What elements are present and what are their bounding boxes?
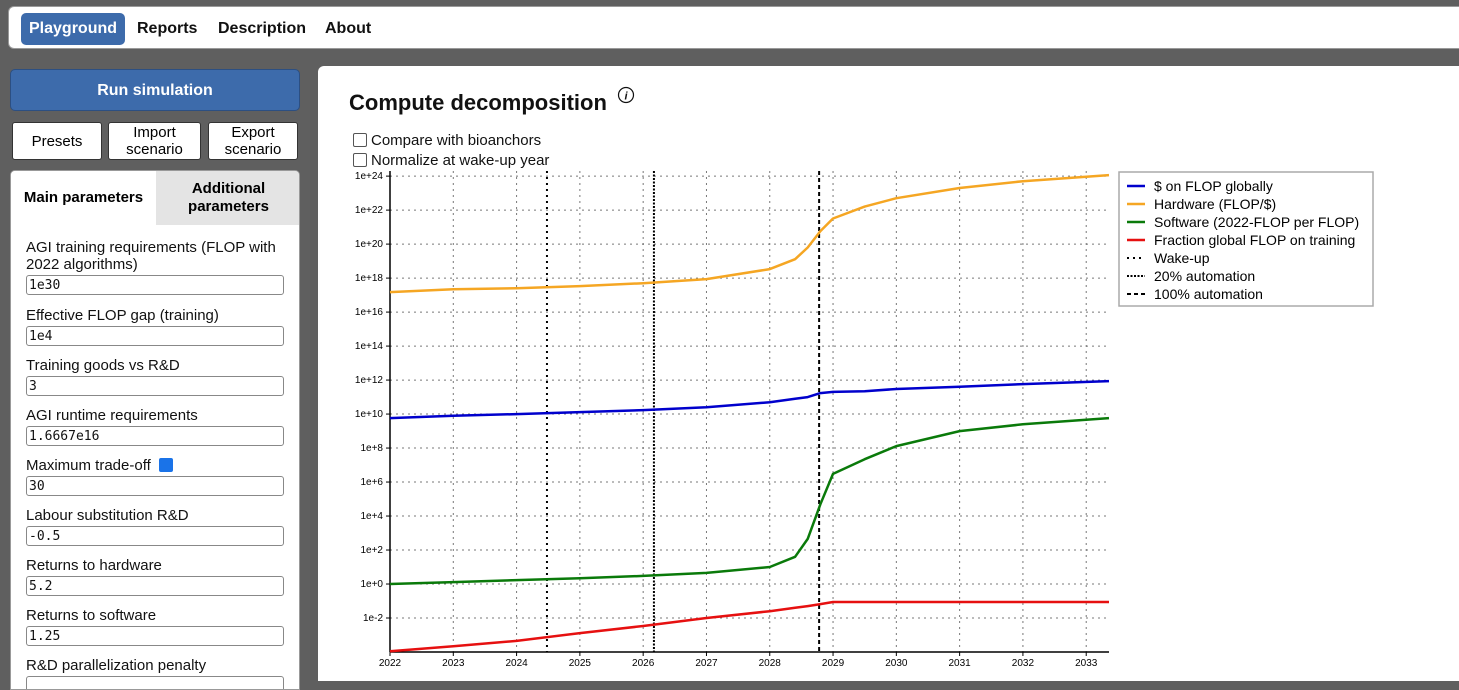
param: Training goods vs R&D 3 xyxy=(26,357,288,396)
panel-title: Compute decomposition i xyxy=(349,86,635,116)
legend-label: $ on FLOP globally xyxy=(1154,178,1273,194)
checkbox[interactable] xyxy=(158,458,173,472)
param: Returns to software 1.25 xyxy=(26,607,288,646)
x-tick-label: 2026 xyxy=(632,658,655,669)
param: AGI training requirements (FLOP with 202… xyxy=(26,239,288,295)
y-tick-label: 1e+22 xyxy=(355,205,384,216)
param-label-text: R&D parallelization penalty xyxy=(26,657,207,674)
y-tick-label: 1e+18 xyxy=(355,273,384,284)
nav-tab[interactable]: About xyxy=(325,20,372,37)
param-label-text: Returns to hardware xyxy=(26,557,162,574)
param-label-text: Effective FLOP gap (training) xyxy=(26,307,219,324)
param-input[interactable]: 1.25 xyxy=(26,626,284,646)
y-tick-label: 1e+10 xyxy=(355,409,384,420)
y-tick-label: 1e-2 xyxy=(363,613,383,624)
x-tick-label: 2027 xyxy=(695,658,718,669)
legend-label: Software (2022-FLOP per FLOP) xyxy=(1154,214,1359,230)
y-tick-label: 1e+24 xyxy=(355,171,384,182)
x-tick-label: 2028 xyxy=(759,658,782,669)
param-input[interactable]: 3 xyxy=(26,376,284,396)
param-input[interactable]: 1e4 xyxy=(26,326,284,346)
main-panel xyxy=(318,66,1459,681)
series-line xyxy=(389,173,1110,294)
param-label-text: Returns to software xyxy=(26,607,157,624)
x-tick-label: 2032 xyxy=(1012,658,1035,669)
param-label: Labour substitution R&D xyxy=(26,507,288,524)
param: Labour substitution R&D -0.5 xyxy=(26,507,288,546)
param-label-text: AGI runtime requirements xyxy=(26,407,198,424)
x-tick-label: 2024 xyxy=(505,658,528,669)
checkbox[interactable] xyxy=(353,153,367,167)
info-icon[interactable]: i xyxy=(617,86,635,104)
x-tick-label: 2029 xyxy=(822,658,845,669)
param-tab[interactable]: Additional parameters xyxy=(156,171,299,225)
run-button[interactable]: Run simulation xyxy=(10,69,300,111)
legend-label: 100% automation xyxy=(1154,286,1263,302)
svg-text:i: i xyxy=(624,91,628,103)
nav-tab[interactable]: Description xyxy=(218,20,307,37)
param-label: AGI runtime requirements xyxy=(26,407,288,424)
nav-bar: Playground Reports Description About xyxy=(8,6,1459,49)
y-tick-label: 1e+16 xyxy=(355,307,384,318)
series-line xyxy=(389,379,1110,420)
series-line xyxy=(389,600,1109,653)
legend-box xyxy=(1118,171,1374,307)
x-tick-label: 2031 xyxy=(949,658,972,669)
option-label: Compare with bioanchors xyxy=(371,132,542,149)
legend-label: 20% automation xyxy=(1154,268,1255,284)
y-tick-label: 1e+8 xyxy=(360,443,383,454)
param-panel: Main parameters Additional parameters AGI … xyxy=(10,170,300,690)
param: Maximum trade-off 30 xyxy=(26,457,288,496)
param: AGI runtime requirements 1.6667e16 xyxy=(26,407,288,446)
param-input[interactable]: 30 xyxy=(26,476,284,496)
option[interactable]: Normalize at wake-up year xyxy=(353,152,549,169)
x-tick-label: 2023 xyxy=(442,658,465,669)
checkbox[interactable] xyxy=(353,133,367,147)
param-label: Returns to software xyxy=(26,607,288,624)
legend-label: Wake-up xyxy=(1154,250,1210,266)
y-tick-label: 1e+20 xyxy=(355,239,384,250)
x-tick-label: 2022 xyxy=(379,658,402,669)
nav-tab[interactable]: Playground xyxy=(21,13,126,45)
sidebar-button[interactable]: Presets xyxy=(12,122,102,160)
param: Effective FLOP gap (training) 1e4 xyxy=(26,307,288,346)
param-label-text: AGI training requirements (FLOP with 202… xyxy=(26,239,276,273)
param-label: Effective FLOP gap (training) xyxy=(26,307,288,324)
nav-tab[interactable]: Reports xyxy=(137,20,198,37)
legend-label: Fraction global FLOP on training xyxy=(1154,232,1355,248)
param-input[interactable]: -0.5 xyxy=(26,526,284,546)
y-tick-label: 1e+6 xyxy=(360,477,383,488)
param-label-text: Maximum trade-off xyxy=(26,457,151,474)
param-label: Training goods vs R&D xyxy=(26,357,288,374)
param-label: R&D parallelization penalty xyxy=(26,657,288,674)
x-tick-label: 2033 xyxy=(1075,658,1098,669)
param-label: AGI training requirements (FLOP with 202… xyxy=(26,239,288,273)
y-tick-label: 1e+12 xyxy=(355,375,384,386)
x-tick-label: 2030 xyxy=(885,658,908,669)
param-label-text: Training goods vs R&D xyxy=(26,357,180,374)
y-tick-label: 1e+0 xyxy=(360,579,383,590)
series-line xyxy=(389,416,1110,586)
param-label-text: Labour substitution R&D xyxy=(26,507,189,524)
sidebar-button[interactable]: Export scenario xyxy=(208,122,298,160)
sidebar-button[interactable]: Import scenario xyxy=(108,122,201,160)
sidebar: Run simulation Main parameters Additional… xyxy=(8,68,302,690)
y-tick-label: 1e+14 xyxy=(355,341,384,352)
param-input[interactable]: 1e30 xyxy=(26,275,284,295)
param-input[interactable]: 1.6667e16 xyxy=(26,426,284,446)
param-label: Maximum trade-off xyxy=(26,457,288,474)
option-label: Normalize at wake-up year xyxy=(371,152,550,169)
param: Returns to hardware 5.2 xyxy=(26,557,288,596)
param-tab[interactable]: Main parameters xyxy=(11,171,156,225)
param-input[interactable]: 5.2 xyxy=(26,576,284,596)
x-tick-label: 2025 xyxy=(569,658,592,669)
title-text: Compute decomposition xyxy=(349,90,607,115)
y-tick-label: 1e+2 xyxy=(360,545,383,556)
legend-label: Hardware (FLOP/$) xyxy=(1154,196,1276,212)
y-tick-label: 1e+4 xyxy=(360,511,383,522)
option[interactable]: Compare with bioanchors xyxy=(353,132,541,149)
param-label: Returns to hardware xyxy=(26,557,288,574)
